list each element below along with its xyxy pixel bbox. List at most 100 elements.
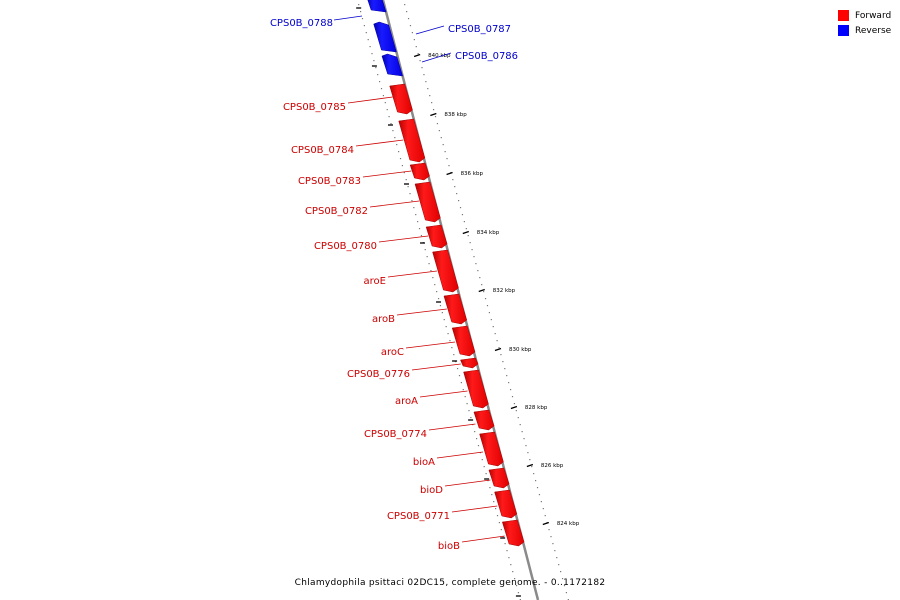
scale-dot	[411, 200, 413, 202]
scale-dot	[413, 39, 415, 41]
gene-feature-aroA	[463, 369, 489, 409]
scale-dot	[405, 179, 407, 181]
scale-dot	[542, 508, 544, 510]
gene-feature-CPS0B_0784	[398, 118, 426, 163]
gene-feature-CPS0B_0776	[460, 357, 479, 369]
scale-dot	[548, 529, 550, 531]
legend-forward: Forward	[838, 8, 891, 23]
scale-dot	[496, 515, 499, 517]
scale-dot	[426, 256, 428, 258]
scale-dot	[475, 263, 477, 265]
scale-dot	[527, 452, 529, 454]
scale-dot	[469, 242, 471, 244]
tick-label: 840 kbp	[428, 53, 451, 59]
scale-dot	[462, 389, 464, 391]
scale-dot	[513, 403, 516, 405]
scale-dot	[431, 102, 433, 104]
scale-dot	[413, 207, 415, 209]
scale-dot	[461, 214, 464, 216]
scale-dot	[477, 270, 479, 272]
scale-dot	[440, 137, 442, 139]
tick-label: 830 kbp	[509, 347, 532, 353]
scale-dot	[407, 186, 409, 188]
label-connector	[415, 25, 445, 35]
scale-dot	[452, 179, 454, 181]
scale-dot	[470, 417, 472, 419]
tick-mark	[510, 405, 518, 410]
scale-dot	[373, 60, 375, 62]
scale-dot	[474, 431, 476, 433]
tick-label: 834 kbp	[477, 230, 500, 236]
label-connector	[378, 235, 429, 243]
gene-label-aroE: aroE	[364, 276, 386, 287]
scale-dot	[409, 193, 411, 195]
scale-dot	[481, 284, 483, 286]
gene-feature-CPS0B_0774	[473, 409, 495, 431]
scale-dot	[515, 410, 517, 412]
scale-dot	[415, 46, 417, 48]
scale-dot	[483, 291, 485, 293]
scale-dot	[454, 186, 456, 188]
scale-dot	[375, 67, 377, 69]
label-connector	[347, 96, 393, 104]
scale-dot	[485, 473, 487, 475]
scale-dot	[428, 263, 430, 265]
legend-reverse-label: Reverse	[855, 25, 892, 36]
gene-feature-aroE	[432, 249, 459, 293]
scale-ticks: 840 kbp 838 kbp 836 kbp 834 kbp 832 kbp 830 k…	[356, 7, 580, 597]
scale-dot	[460, 382, 462, 384]
scale-dot	[386, 109, 388, 111]
scale-dot	[444, 151, 446, 153]
scale-dot	[466, 403, 468, 405]
scale-dot	[561, 578, 564, 580]
scale-dot	[359, 11, 362, 13]
scale-dot	[481, 459, 483, 461]
tick-label: 828 kbp	[525, 405, 548, 411]
scale-dot	[514, 578, 516, 580]
scale-dot	[382, 95, 385, 97]
gene-label-CPS0B_0771: CPS0B_0771	[387, 511, 450, 522]
scale-dot	[421, 67, 423, 69]
gene-label-CPS0B_0783: CPS0B_0783	[298, 176, 361, 187]
scale-dot	[439, 305, 442, 307]
tick-label: 836 kbp	[461, 171, 484, 177]
scale-dot	[533, 473, 535, 475]
scale-dot	[463, 221, 465, 223]
scale-dot	[531, 466, 533, 468]
scale-dot	[401, 165, 404, 167]
scale-dot	[358, 4, 360, 6]
tick-label: 824 kbp	[557, 521, 580, 527]
gene-label-aroA: aroA	[395, 396, 418, 407]
gene-feature-CPS0B_0788	[367, 0, 387, 13]
legend-forward-label: Forward	[855, 10, 892, 21]
scale-dot	[525, 445, 527, 447]
scale-dot	[504, 543, 506, 545]
scale-dot	[448, 165, 450, 167]
scale-dot	[498, 522, 501, 524]
scale-dot	[494, 333, 496, 335]
scale-dot	[498, 347, 500, 349]
gene-label-CPS0B_0787: CPS0B_0787	[448, 24, 511, 35]
scale-dot	[508, 382, 510, 384]
scale-dot	[437, 298, 440, 300]
label-connector	[396, 308, 447, 316]
gene-label-CPS0B_0776: CPS0B_0776	[347, 369, 410, 380]
scale-dot	[403, 172, 405, 174]
scale-dot	[449, 340, 451, 342]
scale-dot	[365, 32, 367, 34]
scale-dot	[379, 81, 381, 83]
scale-dot	[363, 25, 365, 27]
scale-dot	[508, 557, 510, 559]
scale-dot	[475, 438, 478, 440]
tick-label: 832 kbp	[493, 288, 516, 294]
scale-dot	[456, 193, 458, 195]
scale-dot	[438, 130, 440, 132]
scale-dot	[399, 158, 402, 160]
label-connector	[355, 139, 404, 147]
scale-dot	[434, 116, 437, 118]
gene-label-CPS0B_0788: CPS0B_0788	[270, 18, 333, 29]
scale-dot	[536, 487, 539, 489]
scale-dot	[479, 277, 481, 279]
scale-dot	[418, 228, 421, 230]
scale-dot	[427, 88, 429, 90]
